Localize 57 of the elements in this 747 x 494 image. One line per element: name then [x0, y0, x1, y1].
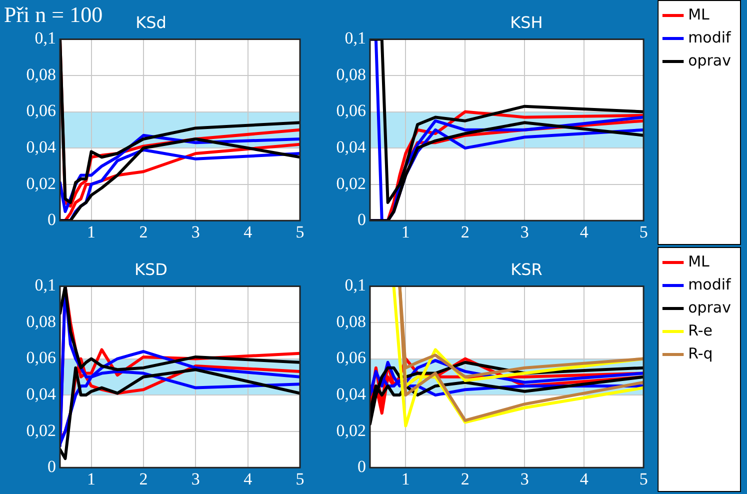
- x-tick-label: 2: [139, 469, 148, 488]
- chart-title: KSH: [510, 12, 543, 32]
- y-tick-label: 0,02: [26, 420, 56, 440]
- x-tick-label: 5: [639, 469, 648, 488]
- x-tick-label: 4: [580, 222, 589, 242]
- x-tick-label: 3: [520, 222, 529, 242]
- chart-title: KSD: [134, 260, 168, 279]
- y-tick-label: 0,08: [26, 64, 56, 84]
- y-tick-label: 0,08: [336, 312, 366, 331]
- y-tick-label: 0: [48, 210, 56, 230]
- y-tick-label: 0,04: [26, 384, 56, 404]
- y-tick-label: 0,04: [336, 384, 366, 404]
- y-tick-label: 0,1: [344, 276, 366, 295]
- y-tick-label: 0,1: [34, 276, 56, 295]
- x-tick-label: 2: [139, 222, 148, 242]
- y-tick-label: 0: [48, 457, 56, 476]
- y-tick-label: 0,1: [344, 28, 366, 48]
- x-tick-label: 3: [191, 469, 200, 488]
- chart-title: KSR: [510, 260, 542, 279]
- legend-label: R-q: [688, 344, 713, 362]
- y-tick-label: 0,06: [26, 348, 56, 368]
- x-tick-label: 1: [87, 222, 96, 242]
- legend-label: ML: [688, 252, 710, 270]
- x-tick-label: 2: [460, 222, 470, 242]
- chart-title: KSd: [136, 12, 166, 32]
- x-tick-label: 4: [244, 469, 253, 488]
- y-tick-label: 0,06: [26, 101, 56, 120]
- y-tick-label: 0,02: [26, 174, 56, 193]
- legend-label: modif: [688, 275, 732, 294]
- y-tick-label: 0,06: [336, 101, 366, 120]
- x-tick-label: 5: [639, 222, 648, 242]
- y-tick-label: 0,1: [34, 28, 56, 48]
- legend-label: modif: [688, 28, 732, 46]
- x-tick-label: 2: [460, 469, 470, 488]
- legend-label: oprav: [688, 51, 732, 70]
- y-tick-label: 0,06: [336, 348, 366, 368]
- x-tick-label: 1: [401, 222, 410, 242]
- x-tick-label: 1: [87, 469, 96, 488]
- y-tick-label: 0,04: [336, 138, 366, 157]
- y-tick-label: 0,04: [26, 138, 56, 157]
- legend-label: R-e: [688, 321, 713, 340]
- y-tick-label: 0: [358, 457, 366, 476]
- x-tick-label: 1: [401, 469, 410, 488]
- y-tick-label: 0,02: [336, 420, 366, 440]
- y-tick-label: 0: [358, 210, 366, 230]
- y-tick-label: 0,08: [336, 64, 366, 84]
- x-tick-label: 5: [296, 469, 304, 488]
- legend-label: oprav: [688, 298, 732, 316]
- y-tick-label: 0,02: [336, 174, 366, 193]
- y-tick-label: 0,08: [26, 312, 56, 331]
- text: Při n = 100: [4, 2, 103, 28]
- legend-label: ML: [688, 5, 710, 24]
- x-tick-label: 3: [520, 469, 529, 488]
- x-tick-label: 5: [296, 222, 304, 242]
- x-tick-label: 3: [191, 222, 200, 242]
- x-tick-label: 4: [580, 469, 589, 488]
- x-tick-label: 4: [244, 222, 253, 242]
